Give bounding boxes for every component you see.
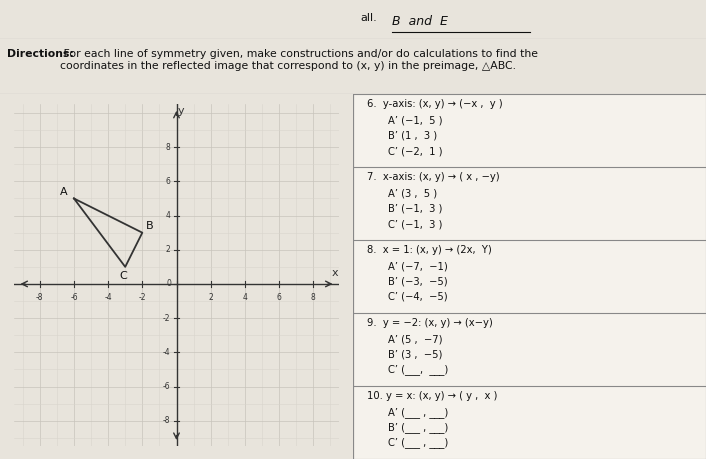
Text: C’ (___,  ___): C’ (___, ___) <box>388 364 448 375</box>
Text: -8: -8 <box>163 416 171 425</box>
Text: 10. y = x: (x, y) → ( y ,  x ): 10. y = x: (x, y) → ( y , x ) <box>367 391 498 401</box>
Text: A’ (3 ,  5 ): A’ (3 , 5 ) <box>388 188 438 198</box>
Text: 2: 2 <box>166 245 171 254</box>
Text: -8: -8 <box>36 293 44 302</box>
Text: B: B <box>145 221 153 231</box>
Text: B’ (−1,  3 ): B’ (−1, 3 ) <box>388 204 443 214</box>
FancyBboxPatch shape <box>353 94 706 459</box>
Text: B’ (___ , ___): B’ (___ , ___) <box>388 422 448 433</box>
Text: 2: 2 <box>208 293 213 302</box>
Text: Directions:: Directions: <box>7 49 74 59</box>
Text: -4: -4 <box>104 293 112 302</box>
Text: B’ (3 ,  −5): B’ (3 , −5) <box>388 350 443 360</box>
Text: C: C <box>119 271 127 281</box>
Text: 4: 4 <box>166 211 171 220</box>
Text: 7.  x-axis: (x, y) → ( x , −y): 7. x-axis: (x, y) → ( x , −y) <box>367 172 500 182</box>
Text: 6: 6 <box>166 177 171 186</box>
Text: C’ (−1,  3 ): C’ (−1, 3 ) <box>388 219 443 229</box>
Text: A’ (−7,  −1): A’ (−7, −1) <box>388 261 448 271</box>
Text: 8: 8 <box>311 293 316 302</box>
Text: A: A <box>59 187 67 197</box>
Text: 9.  y = −2: (x, y) → (x−y): 9. y = −2: (x, y) → (x−y) <box>367 318 493 328</box>
Text: C’ (−4,  −5): C’ (−4, −5) <box>388 292 448 302</box>
Text: y: y <box>177 106 184 117</box>
Text: B’ (1 ,  3 ): B’ (1 , 3 ) <box>388 131 438 141</box>
Text: A’ (5 ,  −7): A’ (5 , −7) <box>388 334 443 344</box>
Text: -2: -2 <box>138 293 146 302</box>
Text: A’ (___ , ___): A’ (___ , ___) <box>388 407 448 418</box>
Text: all.: all. <box>360 12 377 22</box>
Text: 6.  y-axis: (x, y) → (−x ,  y ): 6. y-axis: (x, y) → (−x , y ) <box>367 99 503 109</box>
Text: A’ (−1,  5 ): A’ (−1, 5 ) <box>388 115 443 125</box>
Text: 4: 4 <box>242 293 247 302</box>
Text: -4: -4 <box>163 348 171 357</box>
Text: x: x <box>332 268 339 278</box>
Text: For each line of symmetry given, make constructions and/or do calculations to fi: For each line of symmetry given, make co… <box>60 49 538 71</box>
Text: -6: -6 <box>70 293 78 302</box>
Text: -6: -6 <box>163 382 171 391</box>
Text: B  and  E: B and E <box>392 15 448 28</box>
Text: B’ (−3,  −5): B’ (−3, −5) <box>388 277 448 287</box>
Text: 8.  x = 1: (x, y) → (2x,  Y): 8. x = 1: (x, y) → (2x, Y) <box>367 245 492 255</box>
Text: 8: 8 <box>166 143 171 152</box>
Text: 6: 6 <box>277 293 282 302</box>
Text: 0: 0 <box>167 279 172 288</box>
Text: C’ (___ , ___): C’ (___ , ___) <box>388 437 448 448</box>
Text: C’ (−2,  1 ): C’ (−2, 1 ) <box>388 146 443 156</box>
Text: -2: -2 <box>163 313 171 323</box>
